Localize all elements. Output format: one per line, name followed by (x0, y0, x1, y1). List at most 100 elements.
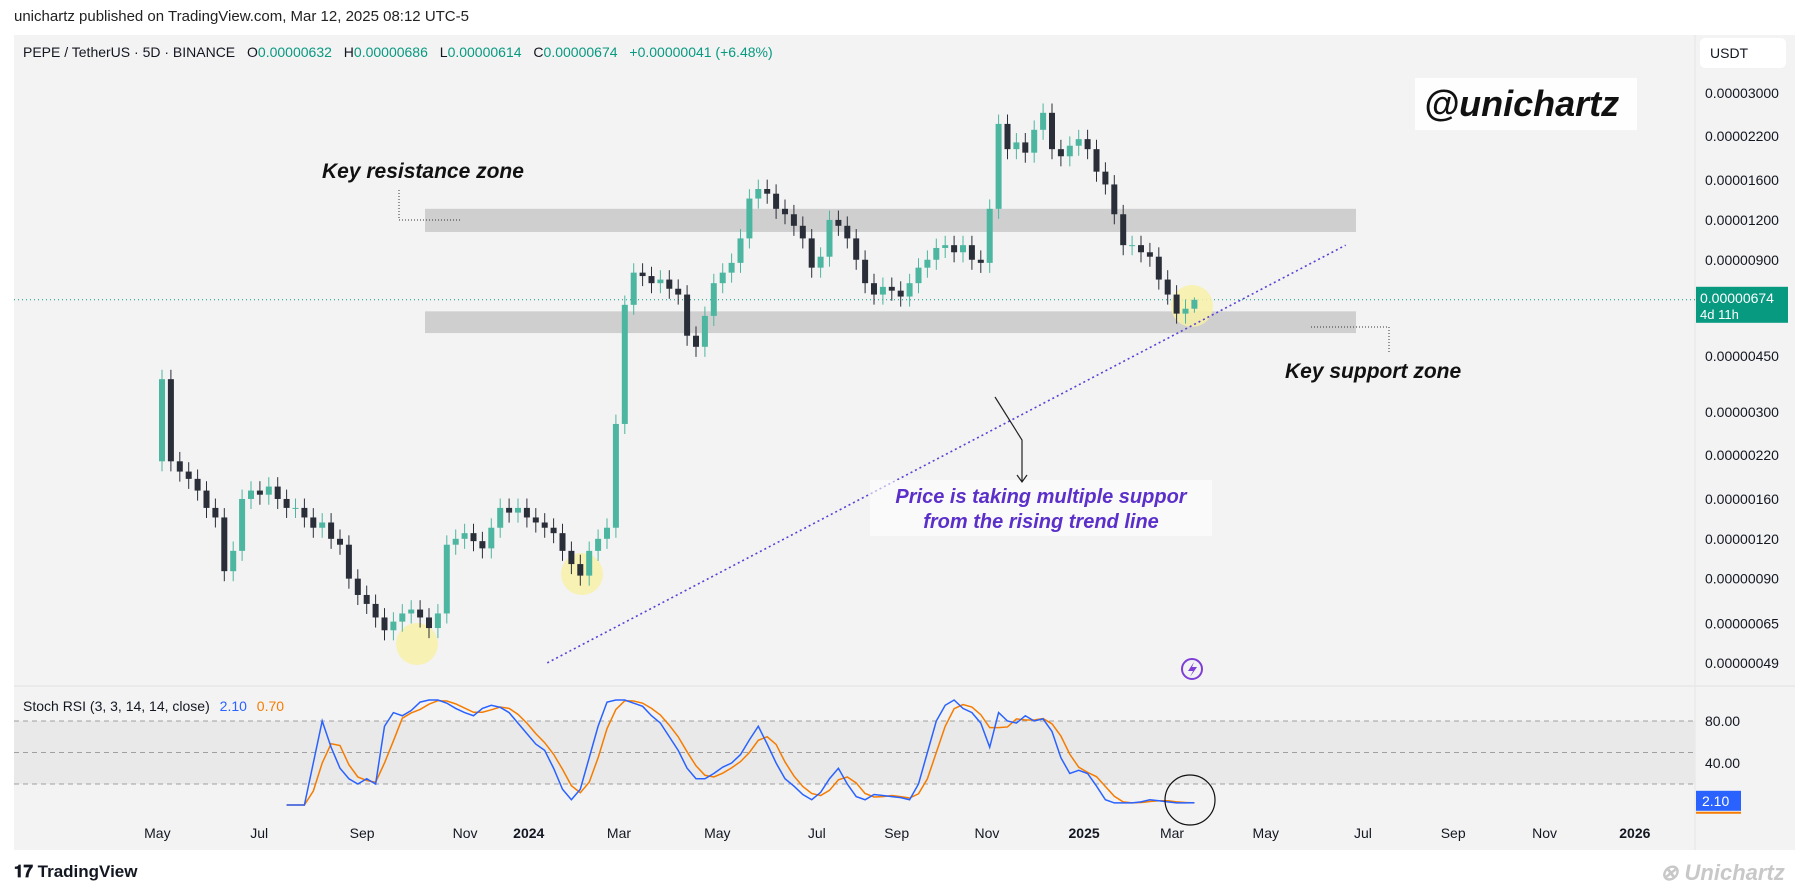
price-axis-label: 0.00000065 (1705, 616, 1779, 632)
candle-body (612, 423, 619, 528)
candle (612, 414, 619, 538)
time-axis-label: Nov (974, 825, 999, 841)
candle-body (737, 238, 744, 263)
candle (1040, 103, 1047, 140)
tradingview-logo[interactable]: 𝟏𝟕 TradingView (14, 862, 137, 882)
time-axis-label: Sep (884, 825, 909, 841)
trend-note-line-2: from the rising trend line (923, 511, 1159, 533)
time-axis-label: 2026 (1619, 825, 1650, 841)
time-axis-label: Jul (808, 825, 826, 841)
candle-body (301, 507, 308, 518)
candle (345, 535, 352, 589)
candle (337, 529, 343, 555)
candle (532, 508, 539, 533)
candle (684, 285, 691, 346)
candle (960, 235, 966, 263)
candle-body (835, 219, 842, 226)
time-axis-label: 2025 (1069, 825, 1100, 841)
candle-body (1093, 149, 1100, 172)
candle (808, 229, 815, 278)
price-axis-label: 0.00000300 (1705, 404, 1779, 420)
symbol-name[interactable]: PEPE / TetherUS · 5D · BINANCE (23, 44, 236, 60)
candle-body (1066, 145, 1073, 157)
publish-info: unichartz published on TradingView.com, … (14, 8, 469, 25)
support-label: Key support zone (1285, 360, 1462, 383)
candle (203, 481, 210, 518)
candle (888, 277, 895, 301)
candle (1049, 103, 1055, 160)
candle-body (185, 471, 192, 479)
candle-body (995, 123, 1002, 209)
last-price-badge (1696, 286, 1788, 323)
candle-body (684, 294, 691, 336)
candle (230, 541, 237, 582)
trend-note-background (870, 480, 1212, 536)
candle-body (826, 219, 833, 257)
candle-body (159, 379, 165, 462)
stoch-rsi-legend: Stoch RSI (3, 3, 14, 14, close) 2.10 0.7… (23, 698, 284, 714)
candle (301, 498, 308, 528)
lightning-icon-bolt (1188, 662, 1197, 677)
candle (933, 238, 940, 270)
currency-button[interactable]: USDT (1700, 38, 1786, 68)
candle (630, 263, 637, 315)
candle (924, 250, 931, 278)
candle (328, 513, 335, 549)
zone-support (425, 311, 1356, 334)
stoch-d-value: 0.70 (256, 698, 285, 714)
candle-body (790, 214, 797, 226)
candle (515, 498, 521, 523)
candle (968, 235, 975, 270)
candle-body (1173, 294, 1180, 314)
candle (1164, 270, 1171, 305)
candle (319, 513, 326, 538)
candle-body (1182, 308, 1189, 314)
chart-area[interactable] (14, 35, 1795, 850)
candle-body (1022, 142, 1029, 153)
candle (1120, 204, 1127, 256)
candle-body (1031, 129, 1038, 153)
candle (817, 247, 824, 278)
candle (176, 451, 183, 482)
candle-body (1120, 214, 1127, 246)
candle-body (853, 238, 860, 260)
stoch-rsi-highlight-circle (1164, 774, 1216, 826)
candle-body (630, 272, 637, 305)
resistance-label: Key resistance zone (322, 160, 524, 183)
candle (1093, 139, 1100, 182)
tradingview-logo-text: TradingView (37, 862, 138, 881)
candle (835, 210, 842, 236)
candle-body (808, 238, 815, 268)
lightning-icon-circle (1181, 658, 1203, 680)
stoch-rsi-label[interactable]: Stoch RSI (3, 3, 14, 14, close) (23, 698, 210, 714)
candle (639, 263, 646, 287)
price-axis-label: 0.00000900 (1705, 252, 1779, 268)
candle-body (167, 379, 174, 462)
trend-note-arrow (994, 396, 1028, 484)
candle-body (782, 208, 788, 215)
open-value: 0.00000632 (257, 44, 332, 60)
candle-body (390, 621, 397, 631)
time-axis-label: Sep (1441, 825, 1466, 841)
price-axis-label: 0.00001600 (1705, 172, 1779, 188)
close-label: C (533, 44, 544, 60)
candle (1155, 247, 1162, 290)
candle (381, 608, 388, 641)
candle-body (559, 533, 566, 551)
tradingview-logo-icon: 𝟏𝟕 (14, 862, 38, 881)
candle (719, 263, 726, 294)
candle (1129, 235, 1136, 256)
candle-body (426, 617, 432, 629)
support-touch-highlight (396, 623, 438, 665)
candle (577, 554, 584, 586)
candle (906, 273, 913, 307)
candle (710, 273, 717, 326)
candle-body (372, 603, 379, 618)
candle (417, 600, 424, 628)
candle (1191, 297, 1198, 313)
resistance-arrow (398, 190, 460, 221)
candle (310, 508, 317, 538)
candle-body (764, 189, 771, 194)
trend-note-line-1: Price is taking multiple suppor (895, 486, 1187, 508)
candle (648, 266, 655, 294)
